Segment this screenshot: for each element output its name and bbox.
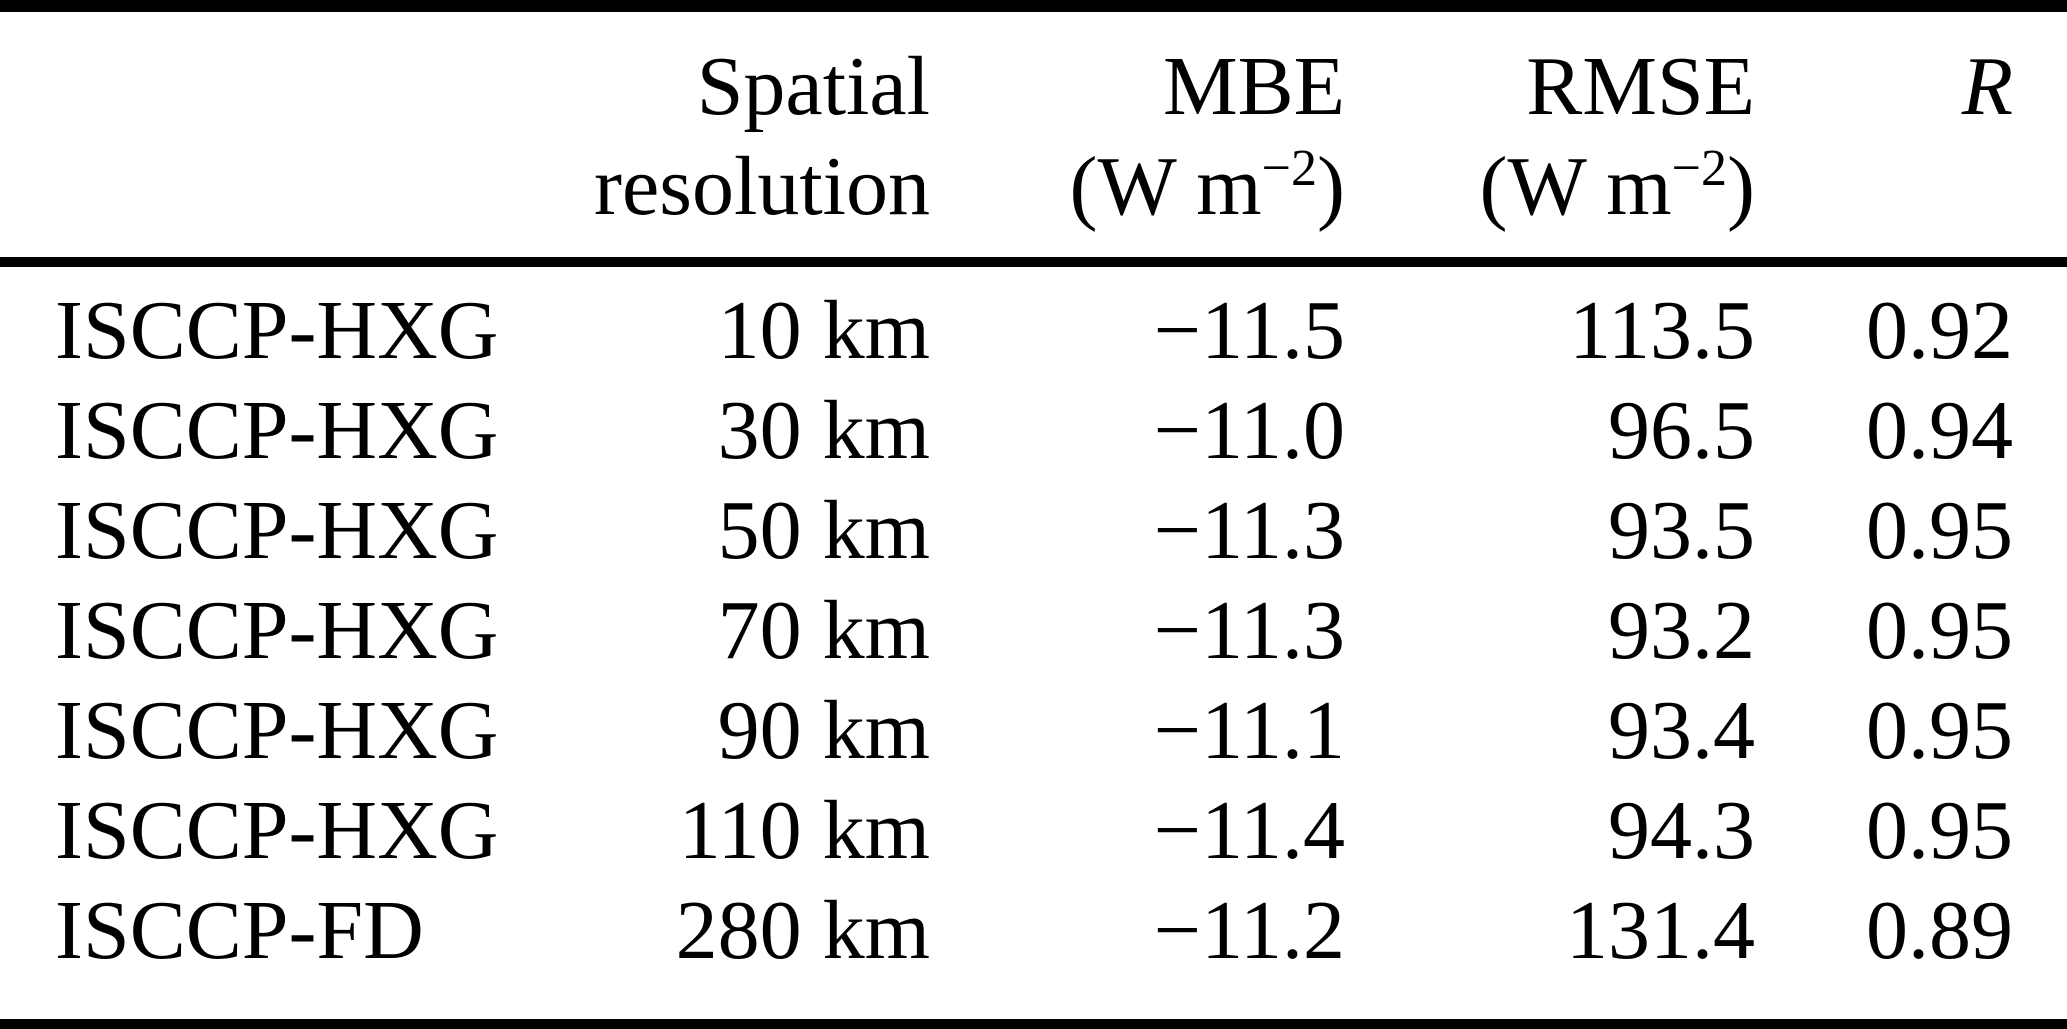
table-row: ISCCP-FD 280 km −11.2 131.4 0.89 [55, 881, 2013, 981]
cell-dataset: ISCCP-HXG [55, 284, 499, 377]
mbe-unit-base: (W m [1069, 140, 1262, 233]
cell-mbe: −11.3 [1153, 484, 1345, 577]
cell-r: 0.94 [1866, 384, 2013, 477]
cell-rmse: 94.3 [1608, 784, 1755, 877]
mbe-unit-superscript: −2 [1261, 140, 1318, 197]
header-cell-r-label: R [1961, 40, 2013, 133]
cell-rmse: 93.5 [1608, 484, 1755, 577]
cell-r: 0.95 [1866, 584, 2013, 677]
cell-r: 0.95 [1866, 684, 2013, 777]
header-cell-rmse-label: RMSE [1526, 40, 1755, 133]
cell-r: 0.95 [1866, 484, 2013, 577]
cell-mbe: −11.1 [1153, 684, 1345, 777]
cell-mbe: −11.0 [1153, 384, 1345, 477]
header-cell-mbe-label: MBE [1162, 40, 1345, 133]
cell-r: 0.92 [1866, 284, 2013, 377]
cell-dataset: ISCCP-HXG [55, 684, 499, 777]
rule-header-separator [0, 257, 2067, 267]
cell-dataset: ISCCP-HXG [55, 784, 499, 877]
cell-resolution: 280 km [675, 884, 930, 977]
cell-resolution: 90 km [717, 684, 930, 777]
cell-dataset: ISCCP-HXG [55, 384, 499, 477]
table-body: ISCCP-HXG 10 km −11.5 113.5 0.92 ISCCP-H… [55, 267, 2013, 1019]
rmse-unit-base: (W m [1479, 140, 1672, 233]
table-header: Spatial MBE RMSE R resolution (W m−2) (W… [55, 12, 2013, 257]
cell-rmse: 93.2 [1608, 584, 1755, 677]
mbe-unit-close: ) [1317, 140, 1345, 233]
header-cell-rmse-unit: (W m−2) [1345, 137, 1755, 237]
header-line-1: Spatial MBE RMSE R [55, 37, 2013, 137]
table-row: ISCCP-HXG 110 km −11.4 94.3 0.95 [55, 781, 2013, 881]
cell-mbe: −11.4 [1153, 784, 1345, 877]
cell-rmse: 93.4 [1608, 684, 1755, 777]
cell-mbe: −11.2 [1153, 884, 1345, 977]
rmse-unit-close: ) [1727, 140, 1755, 233]
rmse-unit-superscript: −2 [1671, 140, 1728, 197]
header-cell-r-unit [1755, 137, 2013, 237]
header-cell-dataset-line2 [55, 137, 495, 237]
table-row: ISCCP-HXG 50 km −11.3 93.5 0.95 [55, 481, 2013, 581]
cell-resolution: 110 km [678, 784, 930, 877]
cell-rmse: 131.4 [1566, 884, 1755, 977]
header-cell-mbe-unit: (W m−2) [930, 137, 1345, 237]
cell-mbe: −11.3 [1153, 584, 1345, 677]
table-row: ISCCP-HXG 70 km −11.3 93.2 0.95 [55, 581, 2013, 681]
cell-rmse: 113.5 [1569, 284, 1755, 377]
cell-dataset: ISCCP-FD [55, 884, 424, 977]
cell-resolution: 10 km [717, 284, 930, 377]
header-cell-resolution-line1: Spatial [696, 40, 930, 133]
rule-top [0, 0, 2067, 12]
cell-dataset: ISCCP-HXG [55, 484, 499, 577]
table-row: ISCCP-HXG 90 km −11.1 93.4 0.95 [55, 681, 2013, 781]
header-line-2: resolution (W m−2) (W m−2) [55, 137, 2013, 237]
header-cell-dataset [55, 37, 495, 137]
cell-rmse: 96.5 [1608, 384, 1755, 477]
cell-r: 0.89 [1866, 884, 2013, 977]
cell-r: 0.95 [1866, 784, 2013, 877]
cell-resolution: 30 km [717, 384, 930, 477]
header-cell-resolution-line2: resolution [594, 140, 930, 233]
cell-resolution: 50 km [717, 484, 930, 577]
table-row: ISCCP-HXG 10 km −11.5 113.5 0.92 [55, 281, 2013, 381]
cell-resolution: 70 km [717, 584, 930, 677]
cell-mbe: −11.5 [1153, 284, 1345, 377]
cell-dataset: ISCCP-HXG [55, 584, 499, 677]
rule-bottom [0, 1019, 2067, 1029]
table-row: ISCCP-HXG 30 km −11.0 96.5 0.94 [55, 381, 2013, 481]
